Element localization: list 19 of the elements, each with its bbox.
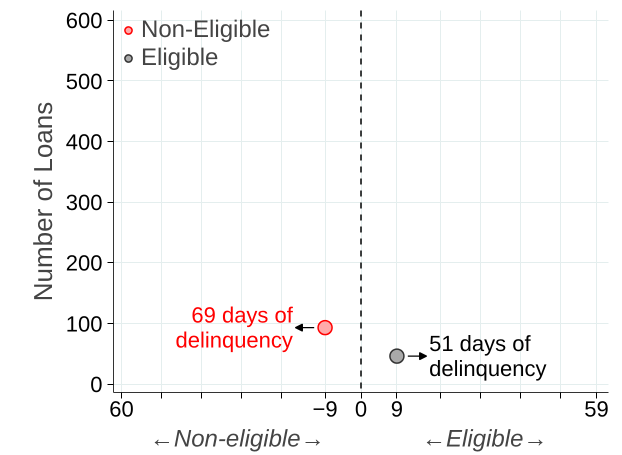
y-tick-label: 600 [66,8,103,34]
y-tick-label: 0 [90,372,103,398]
y-axis-title: Number of Loans [28,102,58,302]
text: ←Non-eligible→ [150,426,325,452]
legend-label: Non-Eligible [141,16,270,44]
x-tick-label: 0 [354,396,368,422]
annotation: 51 days of delinquency [429,331,547,382]
y-tick-label: 200 [66,250,103,276]
y-tick-label: 400 [66,129,103,154]
text: ←Eligible→ [422,426,548,452]
y-tick-label: 500 [66,68,103,94]
x-tick-label: −9 [312,396,338,422]
x-tick-label: 60 [109,396,134,422]
legend-label: Eligible [141,44,218,72]
annotation: 69 days of delinquency [175,302,294,353]
y-tick-label: 300 [66,190,103,216]
y-tick-label: 100 [66,311,103,336]
x-tick-label: 59 [584,396,609,422]
x-tick-label: 9 [390,396,404,422]
